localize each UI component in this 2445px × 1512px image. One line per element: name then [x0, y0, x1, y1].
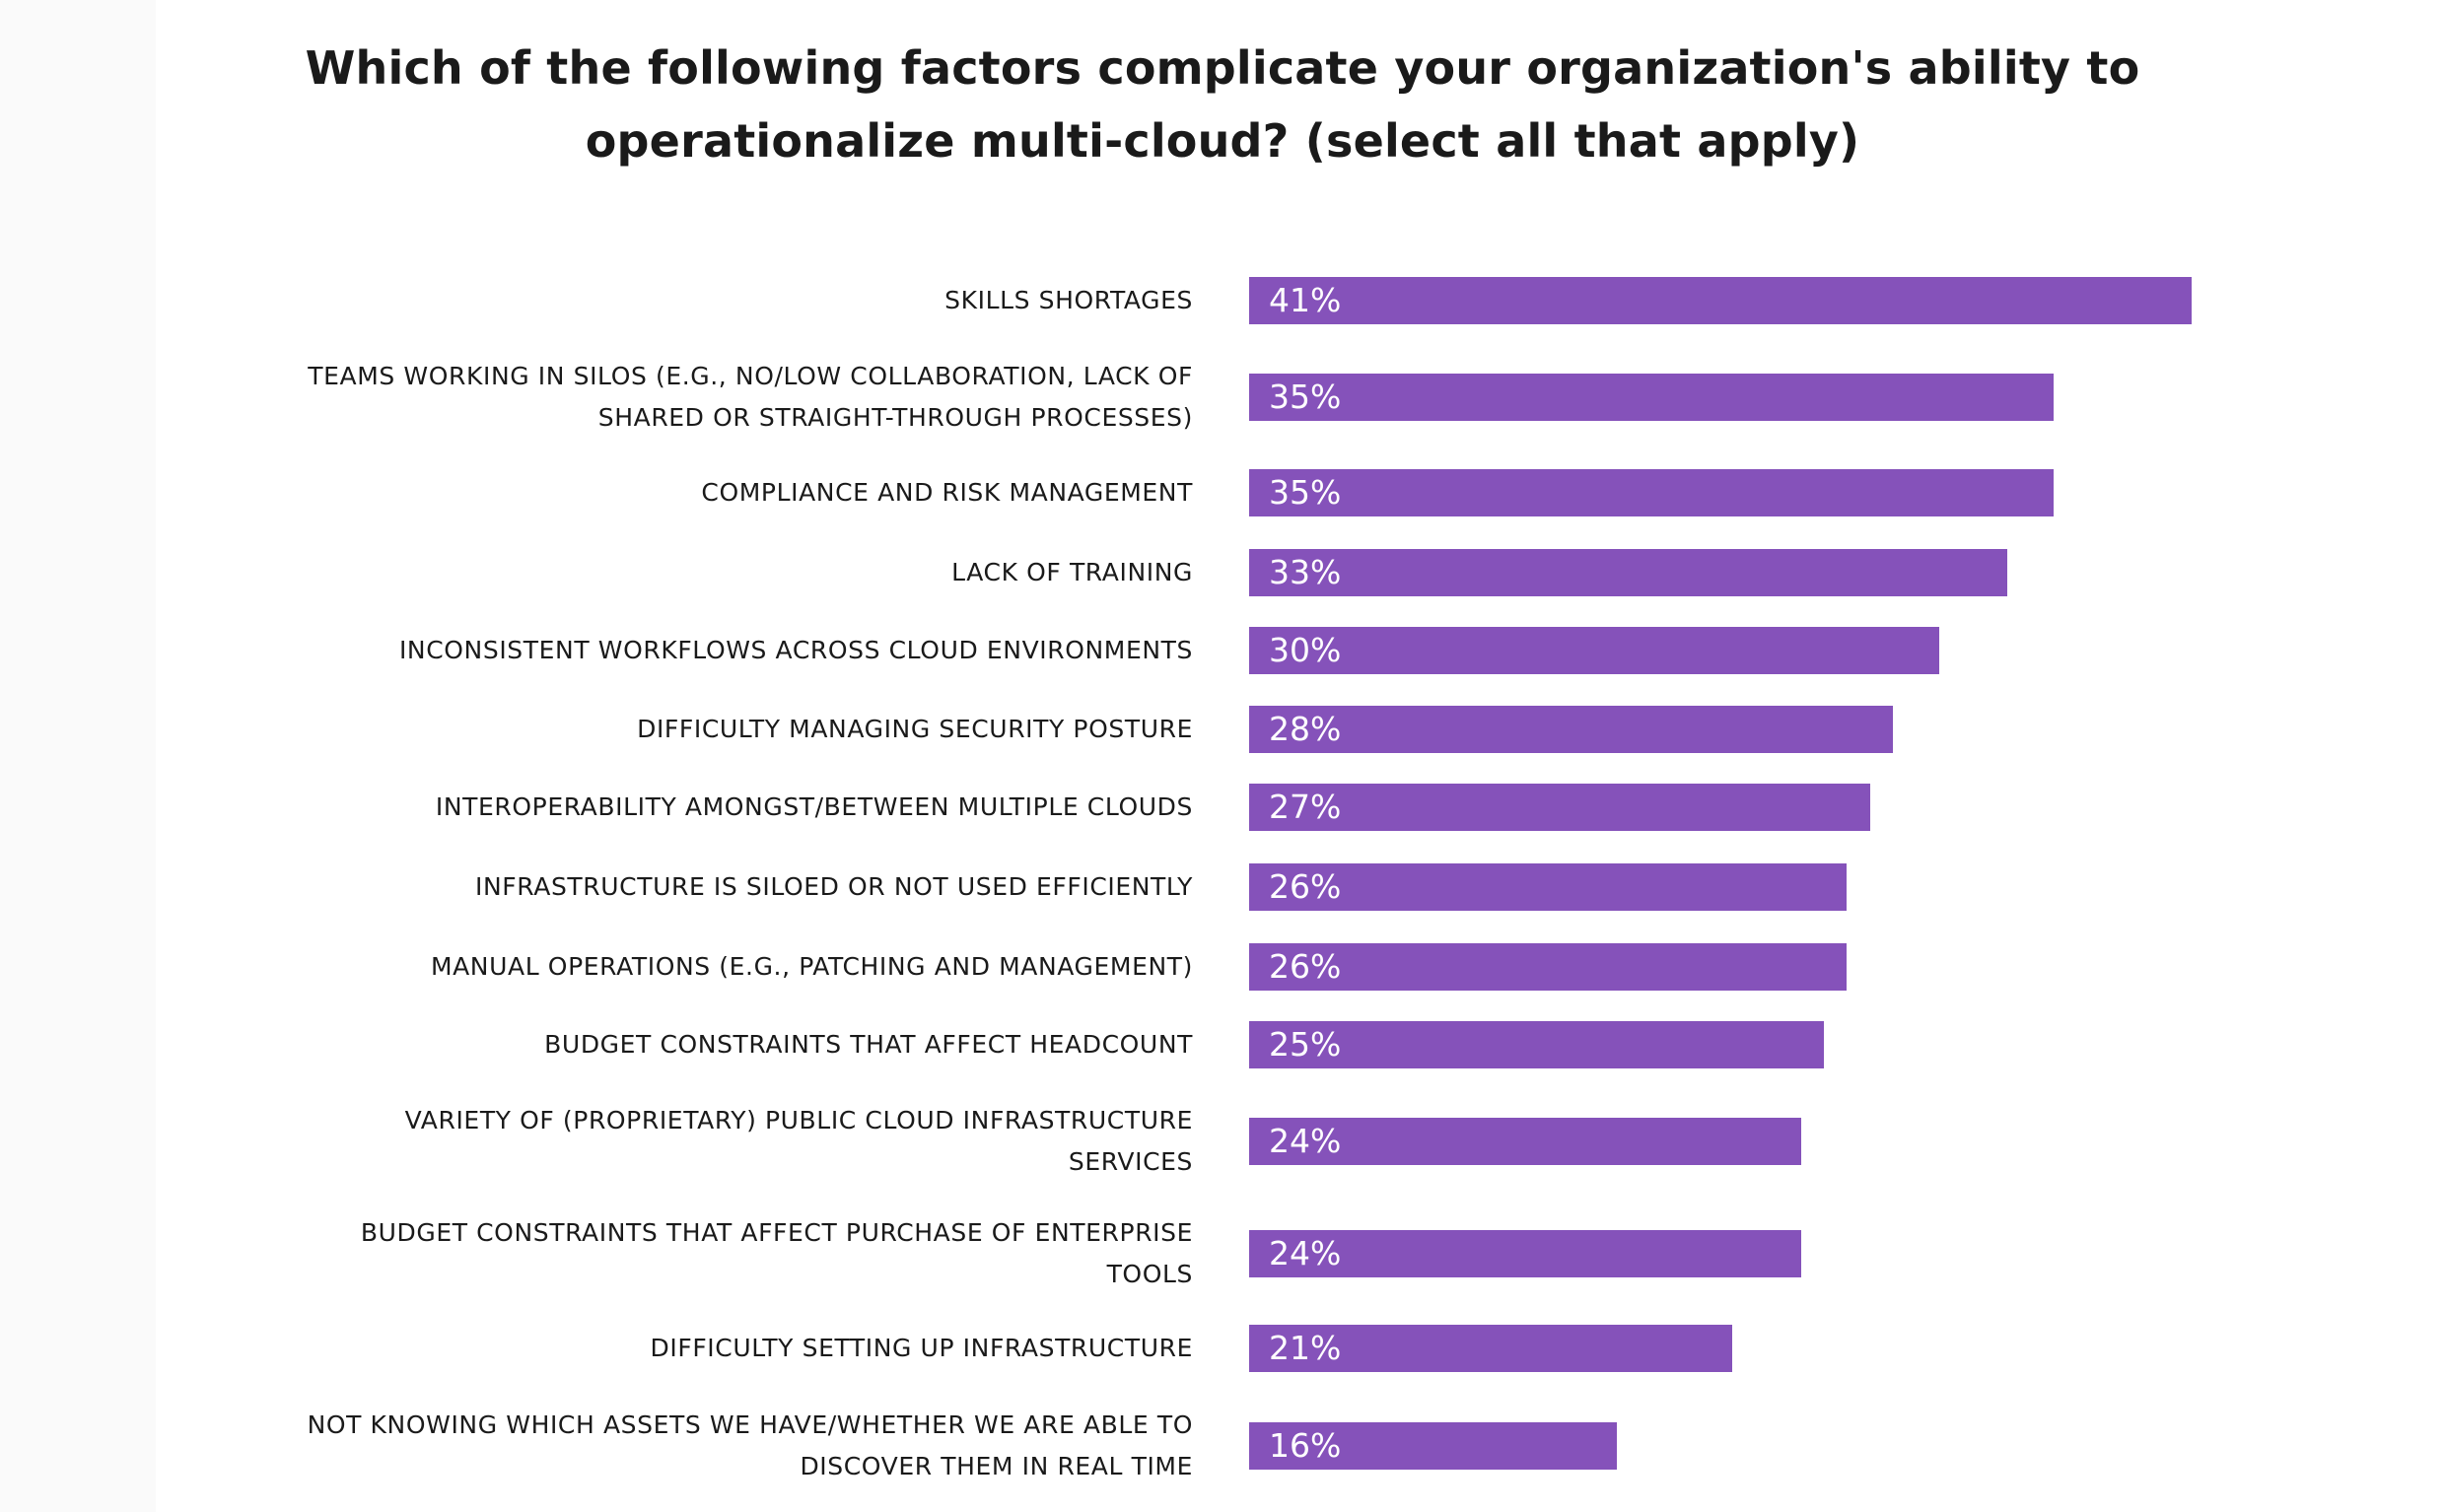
data-label: 26% [1269, 947, 1342, 986]
data-label: 28% [1269, 710, 1342, 748]
bar: 27% [1249, 784, 1870, 831]
data-label: 21% [1269, 1329, 1342, 1367]
data-label: 41% [1269, 281, 1342, 319]
category-label: Difficulty setting up infrastructure [108, 1328, 1193, 1369]
category-label: Manual operations (e.g., patching and ma… [108, 946, 1193, 988]
category-label: Budget constraints that affect purchase … [108, 1212, 1193, 1295]
category-label: Difficulty managing security posture [108, 709, 1193, 750]
data-label: 35% [1269, 473, 1342, 512]
bar: 25% [1249, 1021, 1824, 1068]
bar: 26% [1249, 943, 1848, 991]
chart-title: Which of the following factors complicat… [237, 32, 2208, 177]
bar: 26% [1249, 863, 1848, 911]
category-label-line: Lack of training [951, 558, 1193, 586]
category-label-line: Budget constraints that affect headcount [544, 1030, 1193, 1059]
category-label-line: Inconsistent workflows across cloud envi… [398, 636, 1193, 664]
category-label-line: Interoperability amongst/between multipl… [435, 792, 1193, 821]
data-label: 30% [1269, 631, 1342, 669]
category-label-line: Infrastructure is siloed or not used eff… [475, 872, 1193, 901]
category-label-line: Manual operations (e.g., patching and ma… [430, 952, 1193, 981]
category-label: Not knowing which assets we have/whether… [108, 1405, 1193, 1487]
category-label-line: Skills shortages [944, 286, 1193, 314]
bar: 30% [1249, 627, 1939, 674]
category-label-line: services [1068, 1147, 1193, 1176]
category-label-line: tools [1106, 1260, 1193, 1288]
bar: 24% [1249, 1230, 1801, 1277]
category-label-line: Teams working in silos (e.g., no/low col… [308, 362, 1193, 390]
category-label: Compliance and risk management [108, 472, 1193, 514]
category-label-line: Not knowing which assets we have/whether… [307, 1410, 1193, 1439]
category-label-line: Difficulty setting up infrastructure [650, 1334, 1193, 1362]
bar: 24% [1249, 1118, 1801, 1165]
data-label: 25% [1269, 1025, 1342, 1064]
category-label: Skills shortages [108, 280, 1193, 321]
data-label: 33% [1269, 553, 1342, 591]
bar: 16% [1249, 1422, 1618, 1470]
data-label: 16% [1269, 1426, 1342, 1465]
category-label: Infrastructure is siloed or not used eff… [108, 866, 1193, 908]
category-label-line: Compliance and risk management [701, 478, 1193, 507]
category-label-line: Difficulty managing security posture [637, 715, 1193, 743]
data-label: 24% [1269, 1234, 1342, 1272]
category-label-line: discover them in real time [800, 1452, 1193, 1480]
category-label: Variety of (proprietary) public cloud in… [108, 1100, 1193, 1183]
bar: 35% [1249, 374, 2055, 421]
data-label: 24% [1269, 1122, 1342, 1160]
bar: 33% [1249, 549, 2008, 596]
bar: 28% [1249, 706, 1893, 753]
category-label: Teams working in silos (e.g., no/low col… [108, 356, 1193, 439]
category-label: Interoperability amongst/between multipl… [108, 787, 1193, 828]
category-label: Budget constraints that affect headcount [108, 1024, 1193, 1065]
category-label: Lack of training [108, 552, 1193, 593]
data-label: 35% [1269, 378, 1342, 416]
background-strip [0, 0, 156, 1512]
category-label-line: shared or straight-through processes) [597, 403, 1193, 432]
bar: 21% [1249, 1325, 1732, 1372]
category-label-line: Variety of (proprietary) public cloud in… [404, 1106, 1193, 1134]
bar: 41% [1249, 277, 2192, 324]
bar: 35% [1249, 469, 2055, 516]
category-label: Inconsistent workflows across cloud envi… [108, 630, 1193, 671]
chart-title-line-2: operationalize multi-cloud? (select all … [585, 114, 1860, 168]
data-label: 26% [1269, 867, 1342, 906]
data-label: 27% [1269, 788, 1342, 826]
category-label-line: Budget constraints that affect purchase … [360, 1218, 1193, 1247]
chart-title-line-1: Which of the following factors complicat… [305, 41, 2140, 95]
